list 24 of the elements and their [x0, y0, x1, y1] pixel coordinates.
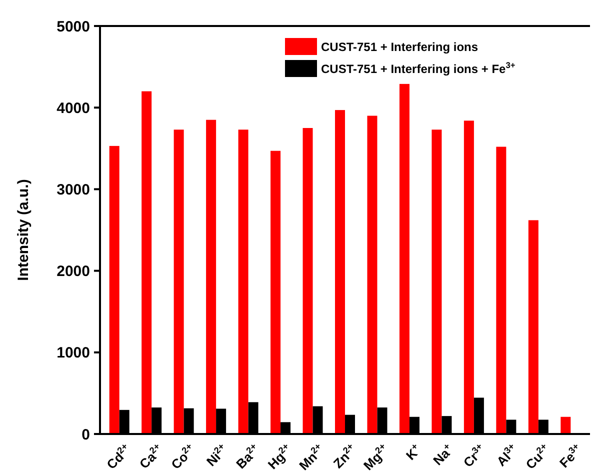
legend-label: CUST-751 + Interfering ions + Fe$^{3+}$	[321, 60, 516, 76]
bar	[432, 130, 442, 434]
y-tick-label: 1000	[56, 344, 90, 362]
y-axis-title: Intensity (a.u.)	[15, 179, 32, 281]
bar	[270, 150, 281, 434]
y-tick-label: 2000	[56, 263, 90, 280]
bar	[109, 146, 120, 434]
bar	[238, 130, 248, 434]
bar	[496, 146, 506, 434]
bar	[367, 116, 378, 434]
bar	[206, 120, 216, 434]
bar	[142, 91, 152, 434]
y-tick-label: 4000	[56, 100, 90, 117]
bar	[302, 128, 313, 434]
bar	[464, 120, 474, 434]
bar	[335, 110, 345, 434]
y-tick-label: 5000	[56, 18, 90, 36]
bar	[528, 220, 538, 434]
y-tick-label: 3000	[56, 181, 90, 198]
y-tick-label: 0	[82, 426, 90, 444]
bar	[560, 416, 571, 434]
legend-label: CUST-751 + Interfering ions	[321, 40, 478, 54]
bar	[399, 84, 410, 434]
bar	[174, 130, 184, 434]
